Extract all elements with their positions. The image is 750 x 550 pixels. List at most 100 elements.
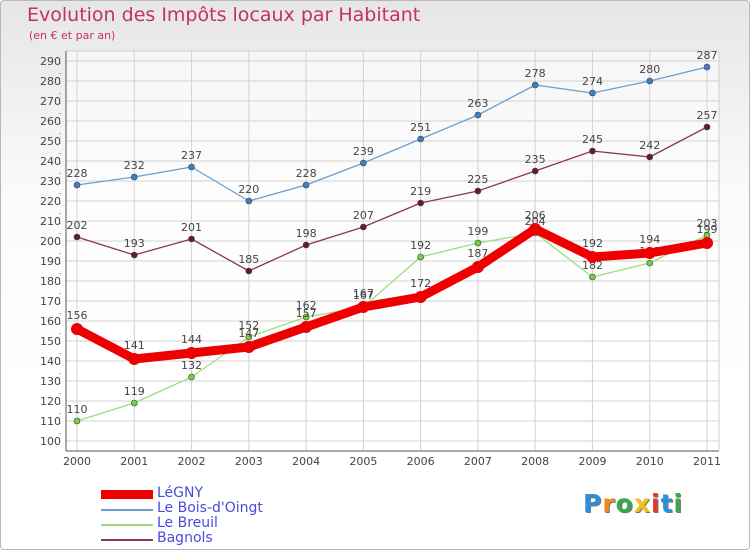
y-tick-label: 230 — [40, 175, 61, 188]
data-point — [128, 353, 141, 365]
data-label: 199 — [467, 225, 488, 238]
data-label: 219 — [410, 185, 431, 198]
data-label: 207 — [353, 209, 374, 222]
data-point — [646, 259, 654, 267]
data-label: 132 — [181, 359, 202, 372]
data-point — [73, 233, 81, 241]
data-point — [302, 181, 310, 189]
data-point — [703, 123, 711, 131]
data-label: 167 — [353, 289, 374, 302]
y-tick-label: 220 — [40, 195, 61, 208]
data-label: 201 — [181, 221, 202, 234]
data-point — [417, 253, 424, 261]
data-label: 228 — [296, 167, 317, 180]
data-label: 199 — [697, 223, 718, 236]
data-label: 278 — [525, 67, 546, 80]
series-line — [76, 126, 708, 272]
data-label: 162 — [296, 299, 317, 312]
logo-letter: i — [651, 489, 661, 518]
data-label: 287 — [697, 49, 718, 62]
chart-subtitle: (en € et par an) — [29, 29, 116, 42]
data-label: 192 — [582, 237, 603, 250]
legend-swatch — [101, 490, 153, 499]
data-point — [130, 173, 138, 181]
data-point — [302, 241, 310, 249]
data-point — [73, 181, 81, 189]
data-point — [589, 89, 596, 97]
data-point — [701, 237, 713, 249]
data-label: 182 — [582, 259, 603, 272]
data-label: 232 — [124, 159, 145, 172]
data-point — [471, 261, 484, 273]
y-tick-label: 120 — [40, 395, 61, 408]
y-tick-label: 190 — [40, 255, 61, 268]
x-tick-label: 2009 — [578, 455, 606, 468]
data-label: 119 — [124, 385, 145, 398]
data-label: 220 — [238, 183, 259, 196]
y-tick-label: 240 — [40, 155, 61, 168]
legend-swatch — [101, 539, 153, 541]
legend-swatch — [101, 524, 153, 526]
data-label: 228 — [67, 167, 88, 180]
data-point — [586, 251, 599, 263]
y-tick-label: 100 — [40, 435, 61, 448]
y-tick-label: 250 — [40, 135, 61, 148]
y-tick-label: 170 — [40, 295, 61, 308]
data-point — [417, 135, 424, 143]
data-point — [245, 267, 253, 275]
x-tick-label: 2002 — [178, 455, 206, 468]
data-point — [188, 163, 195, 171]
data-label: 185 — [238, 253, 259, 266]
data-label: 257 — [697, 109, 718, 122]
y-tick-label: 140 — [40, 355, 61, 368]
data-point — [130, 251, 138, 259]
chart-title: Evolution des Impôts locaux par Habitant — [27, 4, 421, 26]
data-point — [417, 199, 424, 207]
data-point — [474, 239, 482, 247]
data-label: 110 — [67, 403, 88, 416]
y-tick-label: 210 — [40, 215, 61, 228]
data-point — [188, 235, 195, 243]
data-point — [360, 223, 367, 231]
data-label: 225 — [467, 173, 488, 186]
data-label: 157 — [296, 307, 317, 320]
data-point — [245, 197, 253, 205]
data-label: 192 — [410, 239, 431, 252]
data-point — [242, 341, 255, 353]
data-label: 202 — [67, 219, 88, 232]
legend-label: Bagnols — [157, 530, 213, 546]
data-label: 144 — [181, 333, 202, 346]
data-label: 156 — [67, 309, 88, 322]
y-tick-label: 150 — [40, 335, 61, 348]
y-tick-label: 110 — [40, 415, 61, 428]
x-tick-label: 2011 — [693, 455, 721, 468]
data-point — [245, 333, 253, 341]
data-point — [360, 159, 367, 167]
legend-label: LéGNY — [157, 485, 204, 501]
data-label: 172 — [410, 277, 431, 290]
data-point — [589, 147, 596, 155]
data-label: 167 — [353, 287, 374, 300]
data-point — [646, 77, 654, 85]
data-label: 193 — [124, 237, 145, 250]
data-label: 206 — [525, 209, 546, 222]
logo-letter: t — [660, 489, 674, 518]
logo-letter: o — [615, 489, 634, 518]
x-tick-label: 2000 — [63, 455, 91, 468]
y-tick-label: 280 — [40, 75, 61, 88]
y-tick-label: 160 — [40, 315, 61, 328]
data-label: 263 — [467, 97, 488, 110]
data-label: 242 — [639, 139, 660, 152]
data-point — [185, 347, 198, 359]
y-tick-label: 180 — [40, 275, 61, 288]
data-point — [188, 373, 195, 381]
x-tick-label: 2007 — [464, 455, 492, 468]
data-label: 239 — [353, 145, 374, 158]
logo-letter: P — [583, 489, 603, 518]
data-point — [302, 313, 310, 321]
data-label: 187 — [467, 247, 488, 260]
data-label: 245 — [582, 133, 603, 146]
data-label: 274 — [582, 75, 603, 88]
